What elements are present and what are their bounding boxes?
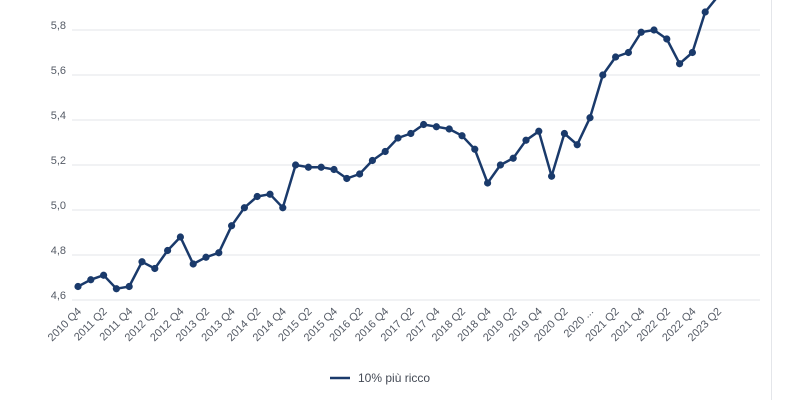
gridlines bbox=[72, 29, 760, 301]
data-point[interactable] bbox=[663, 35, 671, 43]
data-point[interactable] bbox=[138, 258, 146, 266]
data-point[interactable] bbox=[624, 48, 633, 57]
data-point[interactable] bbox=[381, 147, 389, 156]
data-point[interactable] bbox=[240, 204, 248, 212]
data-point[interactable] bbox=[599, 71, 607, 79]
data-point[interactable] bbox=[586, 114, 594, 122]
series-line bbox=[77, 0, 717, 290]
data-point[interactable] bbox=[509, 154, 517, 162]
y-tick-label: 5,0 bbox=[51, 200, 66, 212]
data-point[interactable] bbox=[420, 120, 428, 129]
data-point[interactable] bbox=[676, 60, 684, 68]
data-point[interactable] bbox=[151, 264, 159, 273]
data-point[interactable] bbox=[496, 161, 504, 169]
y-tick-label: 5,6 bbox=[51, 65, 66, 77]
y-tick-label: 5,2 bbox=[51, 155, 66, 167]
data-point[interactable] bbox=[164, 246, 172, 255]
data-point[interactable] bbox=[701, 8, 709, 16]
data-point[interactable] bbox=[317, 163, 325, 171]
y-tick-label: 4,8 bbox=[51, 245, 66, 257]
data-point[interactable] bbox=[368, 156, 376, 165]
data-point[interactable] bbox=[522, 136, 530, 144]
data-point[interactable] bbox=[266, 190, 274, 198]
data-point[interactable] bbox=[356, 170, 364, 178]
data-point[interactable] bbox=[279, 204, 287, 212]
data-point[interactable] bbox=[304, 163, 312, 171]
data-point[interactable] bbox=[176, 233, 184, 241]
data-point[interactable] bbox=[112, 285, 120, 293]
y-tick-label: 4,6 bbox=[51, 290, 66, 302]
y-axis-ticks: 4,6 4,8 5,0 5,2 5,4 5,6 5,8 bbox=[51, 20, 66, 302]
data-point[interactable] bbox=[100, 271, 108, 279]
series-layer bbox=[74, 0, 717, 293]
legend-label: 10% più ricco bbox=[358, 371, 430, 385]
data-point[interactable] bbox=[343, 174, 351, 183]
data-point[interactable] bbox=[74, 282, 82, 291]
data-point[interactable] bbox=[202, 253, 210, 261]
data-point[interactable] bbox=[330, 165, 338, 174]
data-point[interactable] bbox=[612, 53, 620, 61]
data-point[interactable] bbox=[445, 125, 453, 133]
data-point[interactable] bbox=[432, 123, 440, 131]
legend: 10% più ricco bbox=[330, 371, 430, 385]
data-point[interactable] bbox=[189, 260, 197, 268]
data-point[interactable] bbox=[87, 276, 95, 284]
data-point[interactable] bbox=[215, 249, 223, 257]
data-point[interactable] bbox=[548, 172, 556, 180]
data-point[interactable] bbox=[471, 145, 479, 153]
data-point[interactable] bbox=[637, 28, 645, 36]
y-tick-label: 5,4 bbox=[51, 110, 66, 122]
data-point[interactable] bbox=[650, 26, 658, 34]
data-point[interactable] bbox=[292, 161, 300, 169]
data-point[interactable] bbox=[253, 192, 261, 201]
data-point[interactable] bbox=[688, 48, 697, 57]
data-point[interactable] bbox=[484, 179, 492, 187]
data-point[interactable] bbox=[125, 282, 133, 291]
data-point[interactable] bbox=[535, 127, 543, 135]
data-point[interactable] bbox=[407, 129, 415, 138]
data-point[interactable] bbox=[458, 132, 466, 140]
data-point[interactable] bbox=[573, 141, 581, 149]
data-point[interactable] bbox=[560, 129, 569, 138]
panel-right-border bbox=[771, 0, 772, 400]
data-point[interactable] bbox=[228, 222, 236, 230]
data-point[interactable] bbox=[394, 134, 402, 142]
y-tick-label: 5,8 bbox=[51, 20, 66, 32]
